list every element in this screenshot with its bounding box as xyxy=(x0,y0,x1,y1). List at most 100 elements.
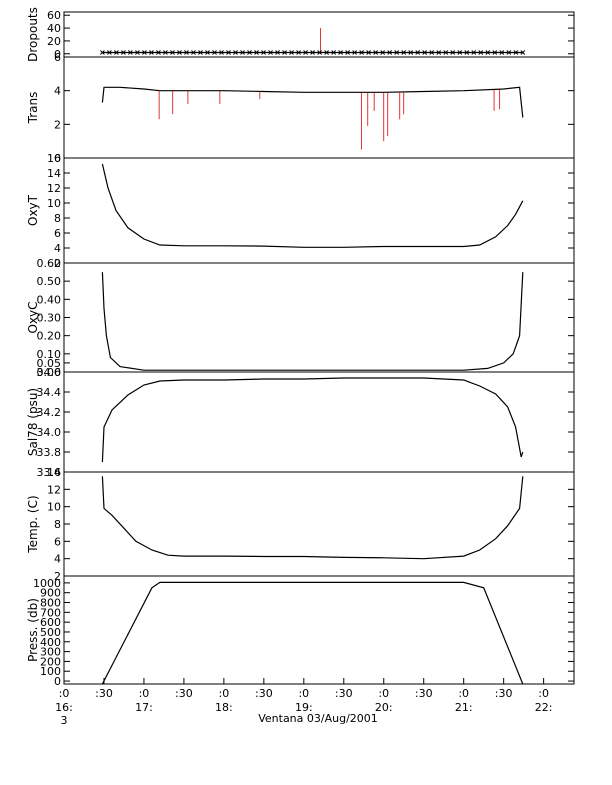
y-tick-label: 33.8 xyxy=(37,446,62,459)
data-marker xyxy=(450,50,456,55)
y-tick-label: 400 xyxy=(40,636,61,649)
y-axis-title: OxyT xyxy=(26,194,40,226)
data-marker xyxy=(205,50,210,55)
data-marker xyxy=(226,50,231,55)
data-marker xyxy=(282,50,287,55)
y-tick-label: 2 xyxy=(54,257,61,270)
data-marker xyxy=(191,50,196,55)
panel-3: 2 4 6 8 10 12 14 16 OxyT xyxy=(26,152,575,270)
data-marker xyxy=(296,50,301,55)
y-tick-label: 0 xyxy=(54,152,61,165)
data-marker xyxy=(464,50,470,55)
series-line xyxy=(101,272,524,371)
series-line xyxy=(101,86,524,118)
x-tick-label: :0 xyxy=(219,687,230,700)
data-marker xyxy=(478,50,484,55)
data-marker xyxy=(121,50,126,55)
data-marker xyxy=(373,50,379,55)
data-marker xyxy=(492,50,498,55)
y-tick-label: 100 xyxy=(40,665,61,678)
data-marker xyxy=(303,50,308,55)
data-marker xyxy=(331,50,336,55)
data-marker xyxy=(310,50,315,55)
data-marker xyxy=(338,50,343,55)
data-marker xyxy=(198,50,203,55)
data-marker xyxy=(506,50,512,55)
y-tick-label: 12 xyxy=(47,483,61,496)
y-axis-title: Sal78 (psu) xyxy=(26,388,40,456)
x-tick-label: :0 xyxy=(139,687,150,700)
y-tick-label: 2 xyxy=(54,118,61,131)
data-marker xyxy=(422,50,428,55)
y-axis-title: Temp. (C) xyxy=(26,495,40,553)
x-tick-hour-label: 18: xyxy=(215,701,233,714)
x-tick-hour-label: 17: xyxy=(135,701,153,714)
y-tick-label: 700 xyxy=(40,606,61,619)
x-tick-hour-label: 19: xyxy=(295,701,313,714)
data-marker xyxy=(268,50,273,55)
y-tick-label: 6 xyxy=(54,227,61,240)
data-marker xyxy=(142,50,147,55)
y-tick-label: 4 xyxy=(54,553,61,566)
data-marker xyxy=(100,50,105,55)
panel-frame xyxy=(63,262,575,373)
panel-frame xyxy=(63,471,575,577)
panel-6: 2 4 6 8 10 12 14 Temp. (C) xyxy=(26,466,575,583)
y-tick-label: 600 xyxy=(40,616,61,629)
data-marker xyxy=(366,50,372,55)
data-marker xyxy=(408,50,414,55)
data-marker xyxy=(401,50,407,55)
series-line xyxy=(101,581,524,685)
data-marker xyxy=(233,50,238,55)
y-tick-label: 16 xyxy=(47,152,61,165)
y-tick-label: 4 xyxy=(54,242,61,255)
y-tick-label: 6 xyxy=(54,535,61,548)
y-tick-label: 0.40 xyxy=(37,293,62,306)
x-tick-hour-label: 21: xyxy=(455,701,473,714)
data-marker xyxy=(170,50,175,55)
x-tick-label: :30 xyxy=(495,687,513,700)
data-marker xyxy=(275,50,280,55)
y-tick-label: 60 xyxy=(47,9,61,22)
y-tick-label: 2 xyxy=(54,570,61,583)
data-marker xyxy=(415,50,421,55)
data-marker xyxy=(289,50,294,55)
y-tick-label: 0 xyxy=(54,675,61,688)
data-marker xyxy=(359,50,365,55)
data-marker xyxy=(471,50,477,55)
data-marker xyxy=(247,50,252,55)
series-line xyxy=(101,377,524,463)
data-marker xyxy=(177,50,182,55)
x-tick-label: :30 xyxy=(95,687,113,700)
data-marker xyxy=(380,50,386,55)
x-tick-label: :0 xyxy=(59,687,70,700)
y-tick-label: 14 xyxy=(47,466,61,479)
y-tick-label: 0.00 xyxy=(37,366,62,379)
data-marker xyxy=(457,50,463,55)
y-tick-label: 10 xyxy=(47,501,61,514)
x-tick-label: :30 xyxy=(335,687,353,700)
y-tick-label: 34.6 xyxy=(37,366,62,379)
data-marker xyxy=(107,50,112,55)
y-tick-label: 800 xyxy=(40,597,61,610)
y-tick-label: 0 xyxy=(54,48,61,61)
y-tick-label: 500 xyxy=(40,626,61,639)
y-axis-title: Dropouts xyxy=(26,7,40,62)
y-tick-label: 20 xyxy=(47,35,61,48)
y-tick-label: 34.4 xyxy=(37,386,62,399)
data-marker xyxy=(163,50,168,55)
y-tick-label: 0.05 xyxy=(37,357,62,370)
panel-4: 0.000.050.10 0.20 0.30 0.40 0.50 0.60 OxyC xyxy=(26,257,575,379)
y-tick-label: 10 xyxy=(47,197,61,210)
y-tick-label: 200 xyxy=(40,655,61,668)
x-tick-label: :30 xyxy=(175,687,193,700)
data-marker xyxy=(254,50,259,55)
x-tick-label: :0 xyxy=(458,687,469,700)
y-axis-title: Trans xyxy=(26,92,40,125)
data-marker xyxy=(149,50,154,55)
x-tick-label: :0 xyxy=(378,687,389,700)
data-marker xyxy=(156,50,161,55)
series-line xyxy=(101,163,524,248)
data-marker xyxy=(513,50,519,55)
